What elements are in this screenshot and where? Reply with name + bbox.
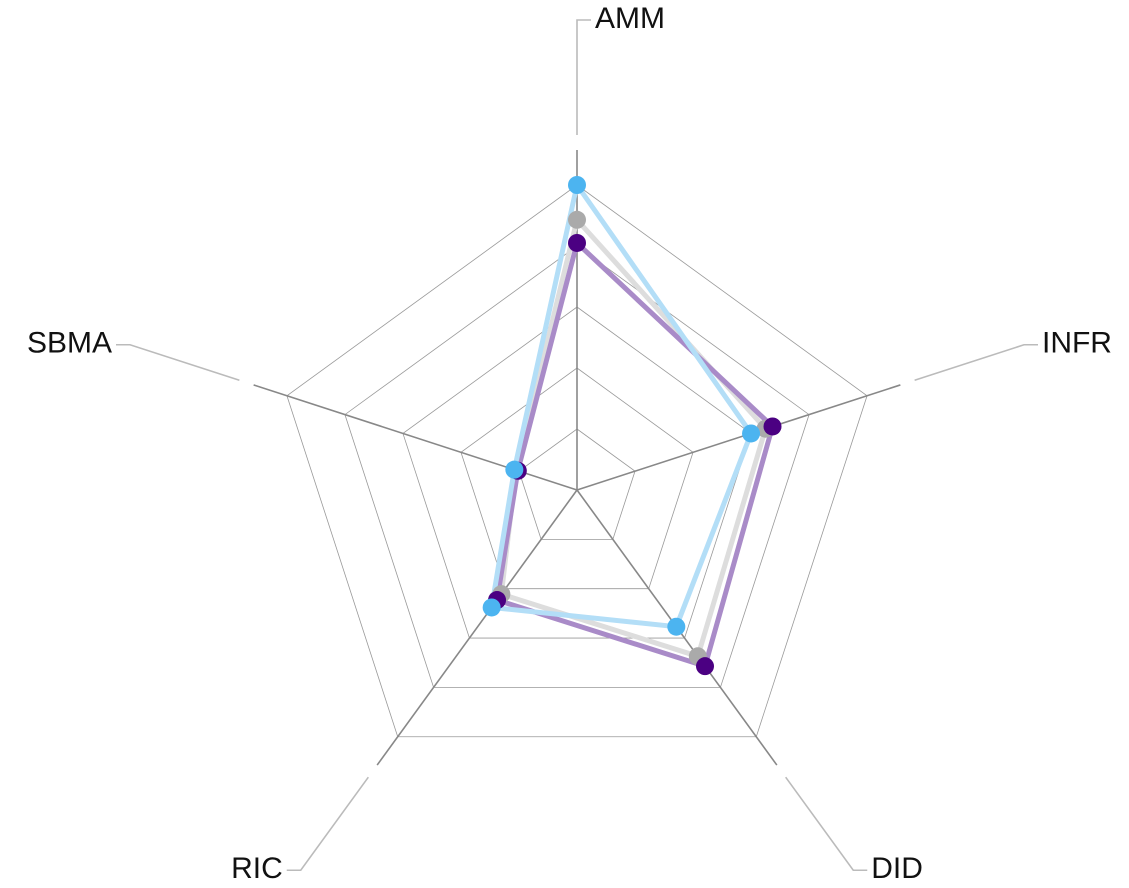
data-point (667, 617, 686, 636)
axis-line (576, 384, 901, 491)
axis-label: RIC (231, 852, 283, 885)
leader-line (576, 19, 591, 135)
axis-label: AMM (595, 2, 665, 35)
data-point (742, 424, 761, 443)
leader-line (286, 776, 369, 872)
data-point (482, 598, 501, 617)
data-point (696, 657, 715, 676)
leader-line (116, 343, 240, 382)
axis-label: DID (871, 852, 923, 885)
data-point (505, 460, 524, 479)
series-line (494, 240, 776, 669)
grid-ring (286, 184, 868, 738)
series-line (489, 182, 754, 630)
grid-ring (344, 245, 810, 688)
data-point (763, 417, 782, 436)
leader-line (914, 343, 1038, 382)
grid-ring (402, 306, 752, 639)
grid-ring (518, 428, 636, 540)
leader-line (785, 776, 868, 872)
axis-label: INFR (1042, 327, 1112, 360)
axis-line (376, 489, 578, 766)
grid-ring (460, 367, 694, 590)
axis-label: SBMA (27, 327, 112, 360)
data-point (568, 233, 586, 252)
data-point (568, 176, 586, 194)
data-point (568, 210, 586, 229)
